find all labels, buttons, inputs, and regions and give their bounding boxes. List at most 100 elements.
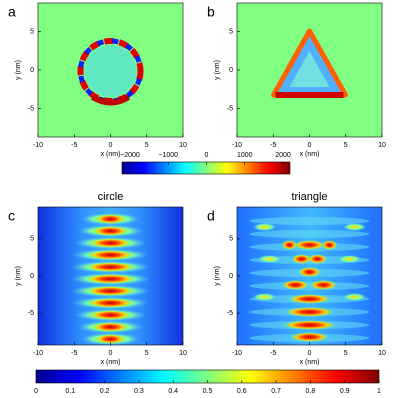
y-tick-label: -5	[227, 310, 233, 317]
x-tick-label: 0	[109, 142, 113, 149]
y-tick-label: 0	[229, 67, 233, 74]
panel-label: b	[207, 4, 215, 20]
y-axis-label: y (nm)	[214, 60, 221, 80]
colorbar-tick-label: 1000	[237, 152, 253, 159]
y-tick-label: -5	[227, 105, 233, 112]
x-tick-label: -10	[33, 350, 43, 357]
y-axis-label: y (nm)	[15, 60, 22, 80]
blob	[342, 293, 367, 301]
blob	[283, 307, 336, 317]
blob	[257, 255, 282, 263]
x-tick-label: 0	[109, 350, 113, 357]
blob	[252, 293, 277, 301]
x-axis-label: x (nm)	[300, 151, 320, 158]
x-tick-label: -5	[71, 142, 77, 149]
blob	[281, 280, 310, 290]
heatmap-images	[38, 3, 382, 345]
colorbar-tick-label: 0.1	[65, 388, 75, 395]
x-axis-label: x (nm)	[101, 151, 121, 158]
blob	[88, 310, 133, 320]
heatmap	[38, 207, 183, 345]
panel-title: circle	[98, 191, 124, 203]
blob	[291, 254, 312, 264]
blob	[84, 274, 137, 284]
y-tick-label: 5	[30, 28, 34, 35]
blob	[281, 320, 338, 330]
blob	[94, 334, 127, 344]
x-tick-label: -5	[270, 142, 276, 149]
x-tick-label: 10	[179, 142, 187, 149]
colorbar-tick-label: 1	[377, 388, 381, 395]
blob	[252, 223, 277, 231]
colorbar-tick-label: −1000	[158, 152, 178, 159]
colorbar-tick-label: 0	[34, 388, 38, 395]
panel-label: c	[8, 208, 15, 224]
x-tick-label: -5	[71, 350, 77, 357]
y-axis-label: y (nm)	[214, 266, 221, 286]
band	[249, 230, 370, 238]
colorbar-tick-label: 0.7	[271, 388, 281, 395]
blob	[86, 250, 135, 260]
x-tick-label: -5	[270, 350, 276, 357]
y-axis-label: y (nm)	[15, 266, 22, 286]
colorbar	[121, 161, 291, 175]
ring-bottom	[90, 94, 131, 106]
x-tick-label: 5	[344, 142, 348, 149]
blob	[297, 267, 322, 277]
colorbar-tick-label: −2000	[120, 152, 140, 159]
y-tick-label: 5	[229, 236, 233, 243]
x-tick-label: 0	[308, 142, 312, 149]
blob	[84, 262, 137, 272]
colorbar-tick-label: 0.2	[100, 388, 110, 395]
ring-blue	[78, 38, 143, 104]
blob	[307, 254, 328, 264]
blob	[88, 238, 133, 248]
tri-inner	[289, 51, 330, 87]
colorbar-tick-label: 0	[205, 152, 209, 159]
x-tick-label: -10	[33, 142, 43, 149]
x-tick-label: 0	[308, 350, 312, 357]
x-tick-label: 5	[145, 142, 149, 149]
blob	[289, 332, 330, 342]
x-tick-label: 10	[179, 350, 187, 357]
blob	[91, 322, 130, 332]
blob	[84, 286, 137, 296]
y-tick-label: -5	[28, 310, 34, 317]
y-tick-label: 5	[229, 28, 233, 35]
x-axis-label: x (nm)	[300, 359, 320, 366]
colorbar-tick-label: 0.4	[168, 388, 178, 395]
blob	[309, 280, 338, 290]
colorbar-tick-label: 0.9	[340, 388, 350, 395]
y-tick-label: 0	[229, 273, 233, 280]
heatmap	[237, 207, 382, 345]
x-tick-label: 10	[378, 142, 386, 149]
blob	[321, 240, 338, 250]
x-axis-label: x (nm)	[101, 359, 121, 366]
heatmap	[237, 3, 382, 137]
y-tick-label: 0	[30, 67, 34, 74]
band	[249, 217, 370, 225]
blob	[91, 226, 130, 236]
blob	[293, 240, 326, 250]
x-tick-label: -10	[232, 142, 242, 149]
y-tick-label: 0	[30, 273, 34, 280]
blob	[94, 214, 127, 224]
blob	[287, 294, 332, 304]
x-tick-label: -10	[232, 350, 242, 357]
blob	[342, 223, 367, 231]
panel-label: a	[8, 4, 16, 20]
x-tick-label: 5	[145, 350, 149, 357]
blob	[281, 240, 298, 250]
y-tick-label: -5	[28, 105, 34, 112]
y-tick-label: 5	[30, 236, 34, 243]
ring-inner	[84, 45, 137, 97]
band	[249, 282, 370, 290]
colorbar-tick-label: 0.8	[306, 388, 316, 395]
colorbar-tick-label: 2000	[275, 152, 291, 159]
colorbar-tick-label: 0.5	[203, 388, 213, 395]
colorbar-tick-label: 0.6	[237, 388, 247, 395]
x-tick-label: 10	[378, 350, 386, 357]
panel-label: d	[207, 208, 215, 224]
panel-title: triangle	[291, 191, 327, 203]
